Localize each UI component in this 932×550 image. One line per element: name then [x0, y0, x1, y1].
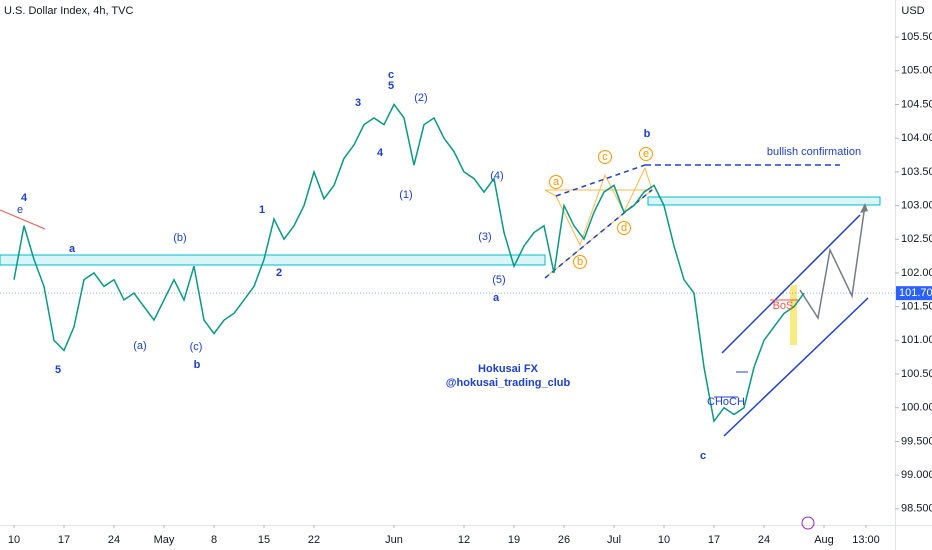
x-tick-label: Jun — [385, 534, 403, 546]
annotation: a — [69, 243, 76, 255]
chart-title: U.S. Dollar Index, 4h, TVC — [4, 5, 133, 17]
trend-line — [0, 209, 46, 230]
wave-label: b — [577, 256, 583, 268]
wave-circle — [639, 147, 653, 161]
x-tick-label: Aug — [814, 534, 834, 546]
annotation: BoS — [773, 300, 794, 312]
last-price-label: 101.700 — [899, 287, 932, 299]
annotation: 4 — [377, 147, 384, 159]
annotation: b — [644, 128, 651, 140]
annotation: @hokusai_trading_club — [446, 377, 571, 389]
annotation: CHoCH — [707, 396, 745, 408]
x-tick-label: 17 — [708, 534, 720, 546]
annotation: 4 — [21, 192, 28, 204]
annotation: bullish confirmation — [767, 146, 861, 158]
projection — [799, 204, 866, 321]
y-tick-label: 100.500 — [901, 368, 932, 380]
wave-circle — [598, 150, 612, 164]
y-tick-label: 101.500 — [901, 301, 932, 313]
annotation: (5) — [492, 274, 505, 286]
y-tick-label: 104.000 — [901, 132, 932, 144]
projection-arrow — [860, 203, 868, 213]
annotation: 2 — [276, 267, 282, 279]
x-tick-label: 12 — [458, 534, 470, 546]
wave-label: e — [643, 148, 649, 160]
y-tick-label: 103.500 — [901, 166, 932, 178]
wave-circle — [549, 175, 563, 189]
x-tick-label: 8 — [211, 534, 217, 546]
y-tick-label: 102.000 — [901, 267, 932, 279]
annotation: e — [17, 204, 23, 216]
y-tick-label: 103.000 — [901, 199, 932, 211]
y-tick-label: 99.500 — [901, 435, 932, 447]
x-tick-label: 19 — [508, 534, 520, 546]
y-tick-label: 104.500 — [901, 98, 932, 110]
annotation: 5 — [388, 80, 394, 92]
x-tick-label: 13:00 — [852, 534, 880, 546]
wave-circle — [617, 221, 631, 235]
wave-label: c — [602, 151, 608, 163]
x-tick-label: 24 — [108, 534, 120, 546]
y-tick-label: 101.000 — [901, 334, 932, 346]
x-tick-label: 22 — [308, 534, 320, 546]
wave-label: a — [553, 176, 560, 188]
channel-line — [721, 214, 861, 354]
annotation: b — [194, 359, 201, 371]
x-tick-label: 10 — [658, 534, 670, 546]
x-tick-label: 10 — [8, 534, 20, 546]
y-tick-label: 99.000 — [901, 469, 932, 481]
y-tick-label: 98.500 — [901, 503, 932, 515]
annotation: c — [388, 69, 394, 81]
x-tick-label: 17 — [58, 534, 70, 546]
annotation: 5 — [55, 364, 61, 376]
annotation: (3) — [478, 231, 491, 243]
annotation: (a) — [133, 340, 146, 352]
annotation: (c) — [190, 341, 203, 353]
event-icon — [801, 516, 815, 530]
last-price-box — [896, 286, 932, 301]
x-tick-label: Jul — [607, 534, 621, 546]
zone — [647, 196, 881, 206]
annotation: c — [700, 450, 706, 462]
channel-line — [723, 297, 869, 437]
y-tick-label: 105.000 — [901, 65, 932, 77]
annotation: (2) — [414, 92, 427, 104]
currency: USD — [901, 5, 924, 17]
annotation: 3 — [355, 97, 361, 109]
annotation: (4) — [490, 170, 503, 182]
wave-circle — [573, 255, 587, 269]
annotation: (1) — [399, 189, 412, 201]
zone — [0, 254, 546, 266]
y-tick-label: 105.500 — [901, 31, 932, 43]
x-tick-label: 15 — [258, 534, 270, 546]
triangle-line — [555, 164, 646, 197]
y-tick-label: 102.500 — [901, 233, 932, 245]
annotation: 1 — [259, 204, 265, 216]
x-tick-label: May — [154, 534, 175, 546]
annotation: a — [493, 292, 500, 304]
annotation: Hokusai FX — [478, 363, 539, 375]
x-tick-label: 24 — [758, 534, 770, 546]
price-line — [13, 103, 805, 424]
highlight — [790, 285, 797, 345]
x-tick-label: 26 — [558, 534, 570, 546]
wave-label: d — [621, 222, 627, 234]
annotation: (b) — [173, 232, 186, 244]
y-tick-label: 100.000 — [901, 402, 932, 414]
